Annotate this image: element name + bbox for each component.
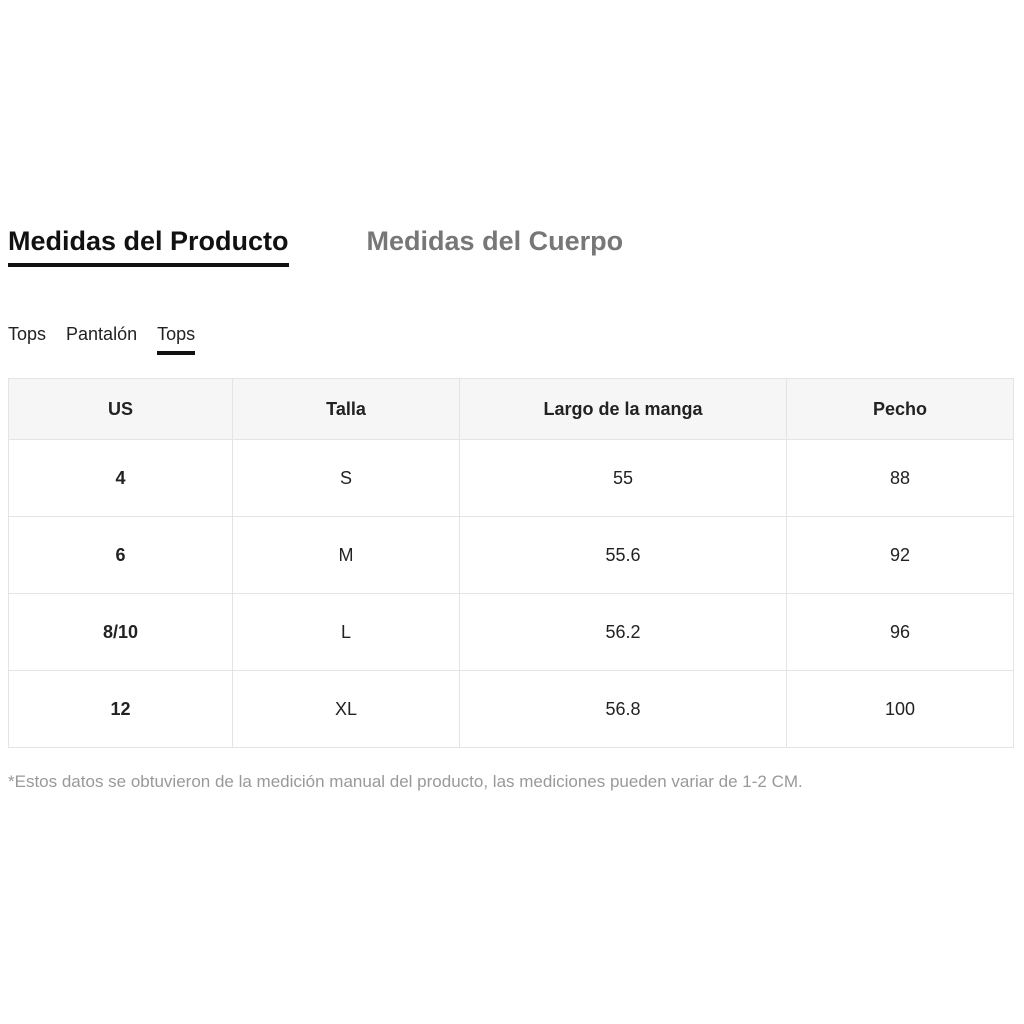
measurement-tabs: Medidas del Producto Medidas del Cuerpo bbox=[8, 226, 701, 267]
subtab-tops-active[interactable]: Tops bbox=[157, 324, 196, 355]
measurement-note: *Estos datos se obtuvieron de la medició… bbox=[8, 772, 803, 791]
header-talla: Talla bbox=[232, 378, 460, 440]
category-tabs: Tops Pantalón Tops bbox=[8, 324, 215, 355]
table-cell: 96 bbox=[786, 593, 1014, 671]
size-table: US Talla Largo de la manga Pecho 4 S 55 88 6… bbox=[8, 378, 1014, 748]
table-row: 8/10 L 56.2 96 bbox=[8, 593, 1014, 671]
table-cell: 92 bbox=[786, 516, 1014, 594]
tab-product-measurements[interactable]: Medidas del Producto bbox=[8, 226, 289, 267]
table-cell: 100 bbox=[786, 670, 1014, 748]
table-cell: 56.2 bbox=[459, 593, 787, 671]
table-cell: 4 bbox=[8, 439, 233, 517]
table-cell: L bbox=[232, 593, 460, 671]
subtab-tops[interactable]: Tops bbox=[8, 324, 47, 344]
table-cell: M bbox=[232, 516, 460, 594]
header-chest: Pecho bbox=[786, 378, 1014, 440]
table-row: 12 XL 56.8 100 bbox=[8, 670, 1014, 748]
table-cell: XL bbox=[232, 670, 460, 748]
table-cell: S bbox=[232, 439, 460, 517]
table-cell: 12 bbox=[8, 670, 233, 748]
table-cell: 55 bbox=[459, 439, 787, 517]
table-cell: 55.6 bbox=[459, 516, 787, 594]
table-cell: 6 bbox=[8, 516, 233, 594]
table-header: US Talla Largo de la manga Pecho bbox=[8, 378, 1014, 440]
table-cell: 56.8 bbox=[459, 670, 787, 748]
table-row: 6 M 55.6 92 bbox=[8, 516, 1014, 594]
header-sleeve: Largo de la manga bbox=[459, 378, 787, 440]
subtab-pantalon[interactable]: Pantalón bbox=[66, 324, 138, 344]
tab-body-measurements[interactable]: Medidas del Cuerpo bbox=[366, 226, 624, 256]
table-row: 4 S 55 88 bbox=[8, 439, 1014, 517]
header-us: US bbox=[8, 378, 233, 440]
table-cell: 88 bbox=[786, 439, 1014, 517]
table-cell: 8/10 bbox=[8, 593, 233, 671]
